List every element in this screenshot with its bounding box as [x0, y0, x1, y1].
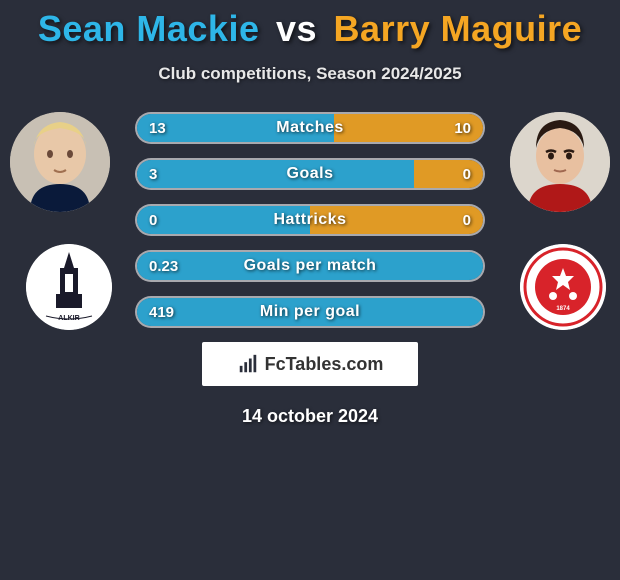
player2-avatar	[510, 112, 610, 212]
player1-club-badge: ALKIR	[26, 244, 112, 330]
stat-row: 0Hattricks0	[135, 204, 485, 236]
player2-name: Barry Maguire	[334, 8, 583, 49]
stat-value-right: 10	[454, 114, 471, 142]
stat-value-right: 0	[463, 160, 471, 188]
stat-label: Hattricks	[137, 206, 483, 234]
stat-label: Min per goal	[137, 298, 483, 326]
content-area: ALKIR 1874 13Matches103Goals00Hattricks0…	[0, 112, 620, 427]
comparison-date: 14 october 2024	[0, 406, 620, 427]
stat-label: Goals	[137, 160, 483, 188]
stat-row: 419Min per goal	[135, 296, 485, 328]
svg-text:ALKIR: ALKIR	[58, 315, 79, 322]
stat-bars: 13Matches103Goals00Hattricks00.23Goals p…	[135, 112, 485, 328]
player1-avatar	[10, 112, 110, 212]
svg-text:1874: 1874	[556, 306, 570, 312]
stat-row: 13Matches10	[135, 112, 485, 144]
comparison-title: Sean Mackie vs Barry Maguire	[0, 0, 620, 50]
stat-value-right: 0	[463, 206, 471, 234]
brand-text: FcTables.com	[265, 354, 384, 375]
vs-separator: vs	[276, 8, 317, 49]
player1-name: Sean Mackie	[38, 8, 260, 49]
stat-label: Matches	[137, 114, 483, 142]
player2-club-badge: 1874	[520, 244, 606, 330]
stat-row: 3Goals0	[135, 158, 485, 190]
stat-row: 0.23Goals per match	[135, 250, 485, 282]
chart-icon	[237, 353, 259, 375]
stat-label: Goals per match	[137, 252, 483, 280]
brand-logo-box: FcTables.com	[202, 342, 418, 386]
subtitle: Club competitions, Season 2024/2025	[0, 64, 620, 84]
